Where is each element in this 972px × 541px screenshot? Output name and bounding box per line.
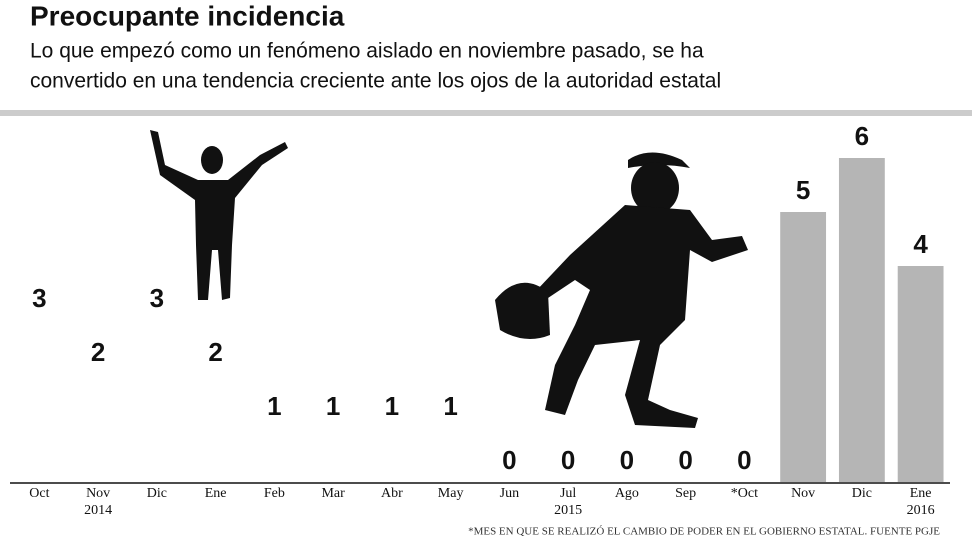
value-label: 3 <box>32 283 46 313</box>
value-label: 1 <box>385 391 399 421</box>
bar <box>780 212 826 482</box>
x-tick-label: Feb <box>264 486 285 501</box>
value-label: 0 <box>737 445 751 475</box>
value-label: 1 <box>443 391 457 421</box>
x-tick-label: Nov <box>791 486 815 501</box>
value-label: 0 <box>561 445 575 475</box>
x-tick-label: Ene <box>205 486 227 501</box>
x-tick-label: Abr <box>381 486 403 501</box>
year-label: 2015 <box>554 503 582 518</box>
x-tick-label: Oct <box>29 486 49 501</box>
value-label: 1 <box>326 391 340 421</box>
value-label: 3 <box>150 283 164 313</box>
value-label: 2 <box>91 337 105 367</box>
bar <box>839 158 885 482</box>
bar <box>898 266 944 482</box>
x-tick-label: Ago <box>615 486 639 501</box>
x-tick-label: Ene <box>910 486 932 501</box>
value-label: 5 <box>796 175 810 205</box>
value-label: 4 <box>913 229 928 259</box>
subtitle-line: Lo que empezó como un fenómeno aislado e… <box>30 40 704 63</box>
silhouette-woman <box>150 130 288 300</box>
silhouette-thief <box>495 153 748 429</box>
value-label: 0 <box>502 445 516 475</box>
value-label: 6 <box>855 121 869 151</box>
year-label: 2014 <box>84 503 112 518</box>
x-tick-label: Jun <box>500 486 519 501</box>
x-tick-label: Nov <box>86 486 110 501</box>
x-tick-label: Dic <box>147 486 167 501</box>
value-label: 0 <box>678 445 692 475</box>
chart: Preocupante incidencia Lo que empezó com… <box>0 0 972 541</box>
x-tick-label: Jul <box>560 486 576 501</box>
x-tick-label: *Oct <box>731 486 758 501</box>
subtitle-line: convertido en una tendencia creciente an… <box>30 70 721 93</box>
chart-title: Preocupante incidencia <box>30 0 345 31</box>
footnote: *MES EN QUE SE REALIZÓ EL CAMBIO DE PODE… <box>468 526 940 538</box>
x-tick-label: Dic <box>852 486 872 501</box>
value-label: 2 <box>208 337 222 367</box>
separator <box>0 110 972 116</box>
value-label: 1 <box>267 391 281 421</box>
x-tick-label: Sep <box>675 486 696 501</box>
year-label: 2016 <box>907 503 935 518</box>
x-tick-label: Mar <box>321 486 345 501</box>
value-label: 0 <box>620 445 634 475</box>
x-tick-label: May <box>438 486 464 501</box>
